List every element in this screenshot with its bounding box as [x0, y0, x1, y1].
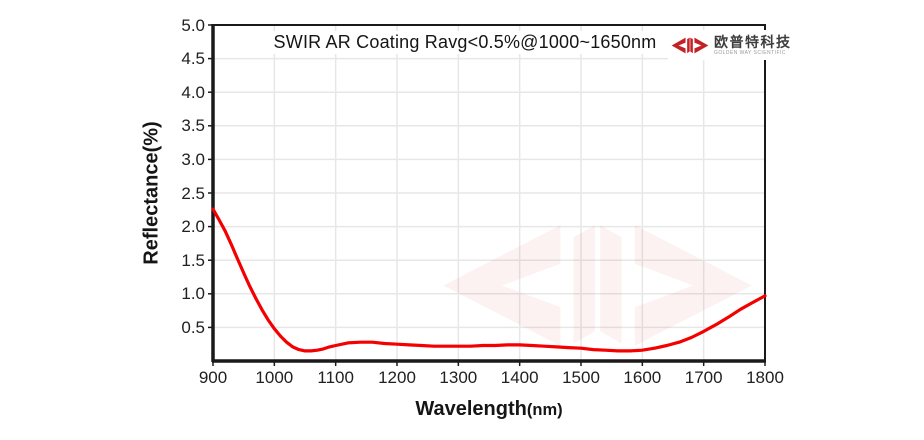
x-axis-title: Wavelength(nm): [415, 398, 562, 421]
x-tick-label: 1300: [439, 368, 478, 387]
y-tick-label: 3.0: [181, 149, 205, 169]
x-tick-label: 1500: [562, 368, 600, 387]
x-tick-label: 900: [198, 368, 228, 387]
y-axis-title: Reflectance(%): [140, 121, 163, 265]
chart-title: SWIR AR Coating Ravg<0.5%@1000~1650nm: [265, 31, 665, 54]
y-tick-label: 2.0: [181, 217, 205, 237]
x-tick-label: 1000: [255, 368, 294, 387]
brand-name-cn: 欧普特科技: [714, 33, 792, 50]
x-tick-label: 1700: [684, 368, 723, 387]
x-tick-label: 1600: [623, 368, 662, 387]
y-tick-label: 3.5: [181, 116, 205, 136]
plot-frame: [211, 24, 766, 363]
y-tick-label: 1.0: [181, 284, 205, 304]
brand-emblem-icon: [671, 37, 709, 53]
reflectance-curve: [211, 207, 767, 353]
series-line: [211, 207, 767, 353]
x-axis-title-unit: (nm): [526, 401, 563, 419]
brand-name-en: GOLDEN WAY SCIENTIFIC: [714, 49, 786, 56]
brand-text: 欧普特科技 GOLDEN WAY SCIENTIFIC: [714, 35, 792, 56]
brand-logo: 欧普特科技 GOLDEN WAY SCIENTIFIC: [668, 30, 795, 60]
y-tick-label: 4.5: [181, 49, 205, 69]
x-axis-title-main: Wavelength: [415, 398, 527, 420]
y-tick-label: 2.5: [181, 183, 205, 203]
y-tick-label: 5.0: [181, 15, 205, 35]
axis-ticks: [208, 24, 766, 366]
y-tick-label: 4.0: [181, 82, 205, 102]
gridlines: [213, 24, 765, 361]
x-tick-label: 1200: [378, 368, 416, 387]
y-tick-label: 1.5: [181, 250, 205, 270]
x-tick-label: 1800: [746, 368, 784, 387]
y-tick-label: 0.5: [181, 317, 205, 337]
x-tick-label: 1100: [317, 368, 354, 387]
x-tick-label: 1400: [500, 368, 539, 387]
